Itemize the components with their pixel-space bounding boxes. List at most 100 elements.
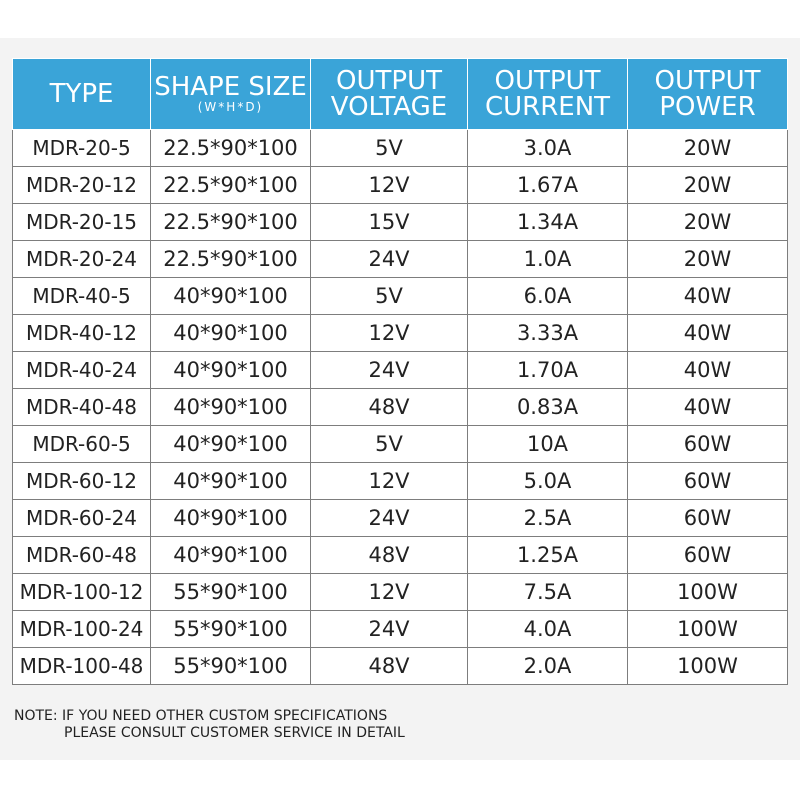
cell-type: MDR-100-24 bbox=[12, 610, 151, 648]
table-row: MDR-40-48 40*90*100 48V 0.83A 40W bbox=[12, 388, 788, 426]
cell-size: 55*90*100 bbox=[150, 610, 311, 648]
cell-voltage: 12V bbox=[310, 166, 468, 204]
cell-size: 40*90*100 bbox=[150, 314, 311, 352]
cell-power: 40W bbox=[627, 388, 788, 426]
header-current-line2: CURRENT bbox=[484, 92, 611, 122]
cell-voltage: 24V bbox=[310, 351, 468, 389]
cell-power: 20W bbox=[627, 166, 788, 204]
header-type: TYPE bbox=[12, 58, 151, 130]
table-row: MDR-60-5 40*90*100 5V 10A 60W bbox=[12, 425, 788, 463]
cell-type: MDR-20-12 bbox=[12, 166, 151, 204]
cell-current: 1.67A bbox=[467, 166, 628, 204]
cell-size: 40*90*100 bbox=[150, 277, 311, 315]
header-output-power: OUTPUT POWER bbox=[627, 58, 788, 130]
table-row: MDR-20-15 22.5*90*100 15V 1.34A 20W bbox=[12, 203, 788, 241]
cell-size: 40*90*100 bbox=[150, 388, 311, 426]
cell-size: 22.5*90*100 bbox=[150, 203, 311, 241]
cell-current: 7.5A bbox=[467, 573, 628, 611]
cell-power: 60W bbox=[627, 499, 788, 537]
header-shape-size: SHAPE SIZE (W*H*D) bbox=[150, 58, 311, 130]
cell-voltage: 5V bbox=[310, 277, 468, 315]
cell-power: 100W bbox=[627, 647, 788, 685]
table-row: MDR-60-12 40*90*100 12V 5.0A 60W bbox=[12, 462, 788, 500]
cell-power: 60W bbox=[627, 425, 788, 463]
cell-voltage: 24V bbox=[310, 499, 468, 537]
cell-voltage: 5V bbox=[310, 129, 468, 167]
header-voltage-line2: VOLTAGE bbox=[330, 92, 448, 122]
cell-power: 100W bbox=[627, 610, 788, 648]
header-current-line1: OUTPUT bbox=[494, 66, 601, 96]
table-row: MDR-20-12 22.5*90*100 12V 1.67A 20W bbox=[12, 166, 788, 204]
cell-power: 40W bbox=[627, 277, 788, 315]
cell-current: 10A bbox=[467, 425, 628, 463]
spec-table: TYPE SHAPE SIZE (W*H*D) OUTPUT VOLTAGE O… bbox=[12, 58, 788, 685]
table-row: MDR-20-24 22.5*90*100 24V 1.0A 20W bbox=[12, 240, 788, 278]
cell-size: 55*90*100 bbox=[150, 647, 311, 685]
cell-size: 22.5*90*100 bbox=[150, 240, 311, 278]
cell-current: 1.25A bbox=[467, 536, 628, 574]
cell-size: 40*90*100 bbox=[150, 462, 311, 500]
cell-voltage: 24V bbox=[310, 610, 468, 648]
header-shape-size-label: SHAPE SIZE bbox=[154, 72, 307, 102]
header-voltage-line1: OUTPUT bbox=[336, 66, 442, 96]
table-header-row: TYPE SHAPE SIZE (W*H*D) OUTPUT VOLTAGE O… bbox=[12, 58, 788, 130]
table-row: MDR-100-12 55*90*100 12V 7.5A 100W bbox=[12, 573, 788, 611]
header-type-label: TYPE bbox=[49, 79, 114, 109]
table-row: MDR-40-24 40*90*100 24V 1.70A 40W bbox=[12, 351, 788, 389]
header-shape-size-sublabel: (W*H*D) bbox=[197, 100, 264, 114]
note-line-1: NOTE: IF YOU NEED OTHER CUSTOM SPECIFICA… bbox=[14, 708, 388, 724]
cell-type: MDR-40-48 bbox=[12, 388, 151, 426]
cell-size: 40*90*100 bbox=[150, 425, 311, 463]
cell-current: 1.0A bbox=[467, 240, 628, 278]
cell-voltage: 48V bbox=[310, 536, 468, 574]
cell-size: 40*90*100 bbox=[150, 499, 311, 537]
cell-type: MDR-20-24 bbox=[12, 240, 151, 278]
cell-power: 100W bbox=[627, 573, 788, 611]
cell-type: MDR-60-24 bbox=[12, 499, 151, 537]
cell-current: 6.0A bbox=[467, 277, 628, 315]
header-output-current: OUTPUT CURRENT bbox=[467, 58, 628, 130]
cell-current: 5.0A bbox=[467, 462, 628, 500]
cell-size: 55*90*100 bbox=[150, 573, 311, 611]
cell-type: MDR-60-12 bbox=[12, 462, 151, 500]
header-power-line2: POWER bbox=[659, 92, 756, 122]
cell-current: 2.5A bbox=[467, 499, 628, 537]
cell-voltage: 24V bbox=[310, 240, 468, 278]
cell-type: MDR-20-5 bbox=[12, 129, 151, 167]
cell-current: 3.0A bbox=[467, 129, 628, 167]
cell-size: 22.5*90*100 bbox=[150, 166, 311, 204]
cell-type: MDR-100-12 bbox=[12, 573, 151, 611]
cell-power: 60W bbox=[627, 536, 788, 574]
table-row: MDR-60-24 40*90*100 24V 2.5A 60W bbox=[12, 499, 788, 537]
cell-size: 40*90*100 bbox=[150, 351, 311, 389]
cell-voltage: 48V bbox=[310, 647, 468, 685]
cell-type: MDR-40-12 bbox=[12, 314, 151, 352]
cell-voltage: 12V bbox=[310, 573, 468, 611]
cell-power: 20W bbox=[627, 129, 788, 167]
table-body: MDR-20-5 22.5*90*100 5V 3.0A 20W MDR-20-12 22.… bbox=[12, 129, 788, 685]
table-row: MDR-60-48 40*90*100 48V 1.25A 60W bbox=[12, 536, 788, 574]
cell-type: MDR-60-48 bbox=[12, 536, 151, 574]
cell-voltage: 12V bbox=[310, 314, 468, 352]
cell-voltage: 15V bbox=[310, 203, 468, 241]
table-row: MDR-100-48 55*90*100 48V 2.0A 100W bbox=[12, 647, 788, 685]
table-row: MDR-40-12 40*90*100 12V 3.33A 40W bbox=[12, 314, 788, 352]
cell-current: 4.0A bbox=[467, 610, 628, 648]
cell-size: 22.5*90*100 bbox=[150, 129, 311, 167]
header-output-voltage: OUTPUT VOLTAGE bbox=[310, 58, 468, 130]
cell-voltage: 48V bbox=[310, 388, 468, 426]
cell-type: MDR-60-5 bbox=[12, 425, 151, 463]
cell-voltage: 5V bbox=[310, 425, 468, 463]
cell-power: 60W bbox=[627, 462, 788, 500]
cell-current: 2.0A bbox=[467, 647, 628, 685]
cell-type: MDR-20-15 bbox=[12, 203, 151, 241]
cell-current: 3.33A bbox=[467, 314, 628, 352]
table-row: MDR-20-5 22.5*90*100 5V 3.0A 20W bbox=[12, 129, 788, 167]
note-text: NOTE: IF YOU NEED OTHER CUSTOM SPECIFICA… bbox=[14, 708, 405, 742]
cell-type: MDR-100-48 bbox=[12, 647, 151, 685]
cell-power: 20W bbox=[627, 203, 788, 241]
table-row: MDR-40-5 40*90*100 5V 6.0A 40W bbox=[12, 277, 788, 315]
cell-type: MDR-40-24 bbox=[12, 351, 151, 389]
cell-power: 40W bbox=[627, 314, 788, 352]
